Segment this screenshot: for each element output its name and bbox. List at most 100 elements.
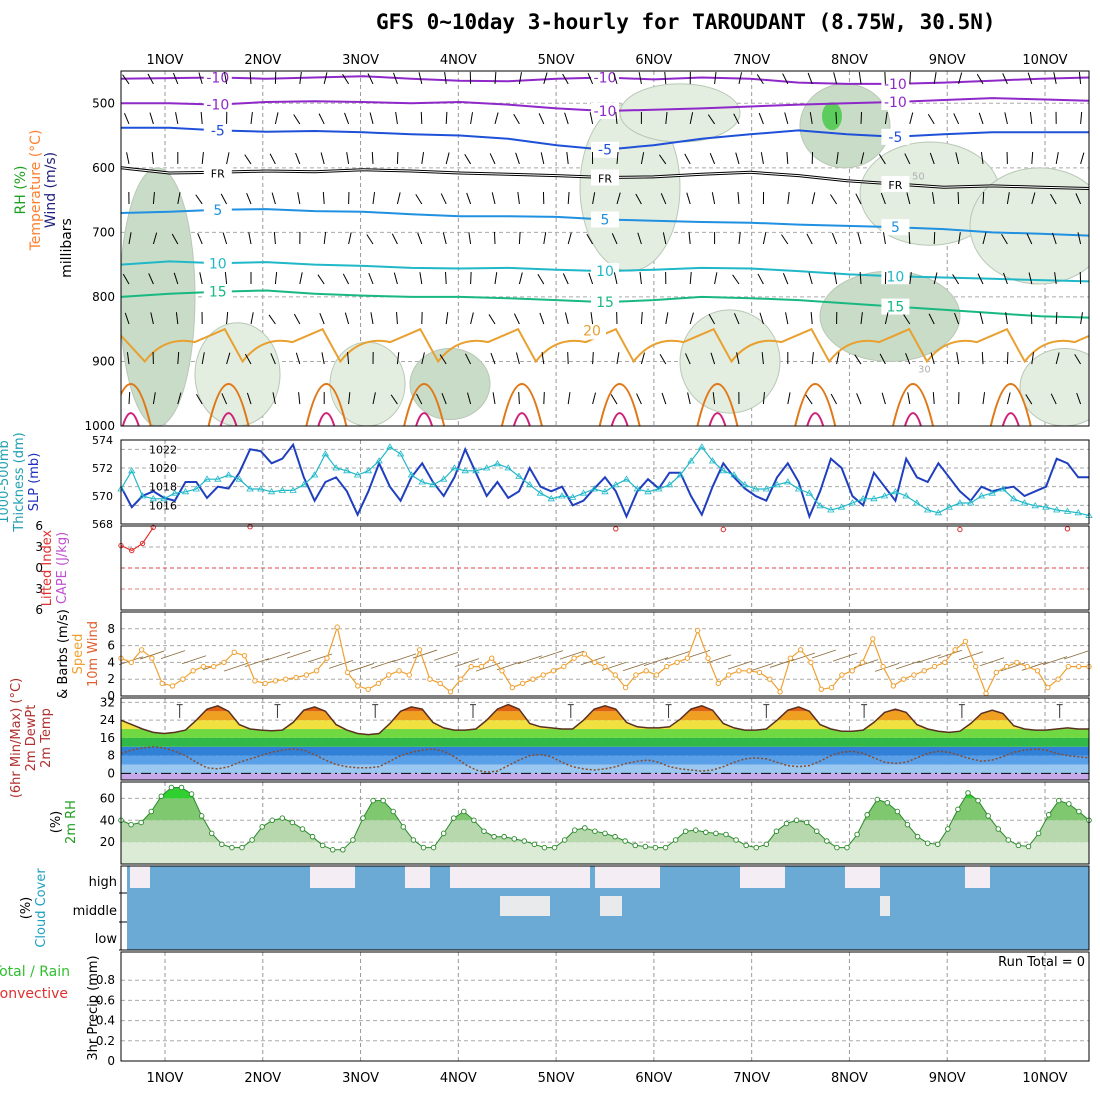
wind-speed-point [324,655,330,661]
wind-speed-point [715,680,721,687]
rh-point [894,808,901,815]
wind-speed-point [1034,668,1041,674]
thickness-point [665,481,674,488]
thickness-point [343,467,351,474]
date-label-top: 4NOV [440,53,477,68]
wind-barb [396,352,400,365]
wind-barb [195,194,203,205]
wind-barb [954,312,960,325]
isotherm-label: 15 [886,300,904,316]
wind-barb [805,394,813,405]
rh-point [975,797,981,804]
isotherm-label-bg [591,71,619,86]
wind-barb [148,273,154,285]
wind-barb [836,352,840,365]
y-axis-label: 3hr Precip (mm) [86,955,101,1060]
wind-barb [906,192,911,205]
rh-point [743,842,749,849]
wind-barb [318,113,325,125]
date-label-top: 9NOV [929,53,966,68]
wind-barb [152,232,158,245]
isotherm-30-dome [219,412,238,426]
wind-barb [441,392,447,405]
wind-barb [588,272,594,285]
y-tick-label: 0.2 [96,1034,115,1048]
thickness-point [837,503,846,510]
rh-point [420,844,427,851]
wind-barb [1025,394,1033,405]
rh-shade-blob [194,322,281,426]
rh-point [531,841,538,848]
date-label-bottom: 5NOV [538,1071,575,1086]
isotherm-30-dome [415,412,434,426]
rh-point [350,837,356,843]
wind-speed-point [808,659,814,666]
wind-barb [250,312,254,325]
wind-barb [248,232,252,245]
thickness-point [278,486,287,493]
wind-barb [835,111,838,124]
y-tick-label: 0.4 [96,1014,115,1028]
wind-barb [147,73,154,85]
y-tick-label: 16 [100,731,115,745]
rh-shade-blob [121,167,196,426]
thickness-point [859,495,867,502]
wind-barb [491,192,496,205]
temp-band [121,764,1089,774]
thickness-tick-label: 570 [92,490,113,503]
y-axis-label: SLP (mb) [27,453,42,512]
y-axis-label: 2m RH [64,800,79,844]
wind-speed-point [416,647,423,653]
wind-barb [1080,152,1085,165]
rh-shade-blob [969,167,1089,285]
wind-barb [222,232,228,245]
wind-barb [616,151,619,164]
surface-wind-barb [916,654,942,664]
slp-tick-label: 1022 [149,443,177,456]
wind-speed-point [684,655,691,661]
rh-point [208,830,215,837]
rh-point [430,844,437,851]
wind-barb [738,232,741,245]
wind-barb [323,72,328,85]
thickness-point [891,488,900,495]
slp-tick-label: 1020 [149,462,177,475]
thickness-point [289,486,297,493]
wind-barb [860,152,865,165]
wind-barb [855,193,862,205]
wind-barb [1031,352,1035,365]
date-label-top: 6NOV [635,53,672,68]
wind-speed-point [962,638,969,645]
wind-barb [711,192,716,205]
wind-barb [244,353,252,365]
wind-barb [518,272,523,285]
wind-barb [933,72,937,84]
wind-barb [201,352,205,365]
wind-barb [371,151,374,164]
rh-point [1035,830,1042,837]
wind-barb [342,273,350,285]
wind-barb [978,112,984,125]
rh-point [844,844,850,851]
panel-frame-wind [120,611,1090,697]
thickness-point [1031,502,1039,509]
wind-barb [638,72,642,85]
rh-point [1055,797,1062,804]
y-tick-label: 0.6 [96,993,115,1007]
wind-barb [321,352,325,365]
wind-barb [762,392,765,405]
wind-barb [126,152,130,165]
wind-barb [811,352,814,365]
isotherm-25-dome [207,383,250,426]
wind-speed-point [458,676,464,682]
wind-barb [320,152,325,165]
wind-barb [979,312,984,325]
wind-speed-point [375,680,382,687]
wind-barb [415,194,423,205]
wind-barb [929,152,935,165]
high-cloud-cell [130,866,150,888]
rh-band [121,798,1089,821]
rh-point [1005,837,1012,843]
isotherm-25-dome [989,383,1032,426]
wind-barb [171,233,179,245]
